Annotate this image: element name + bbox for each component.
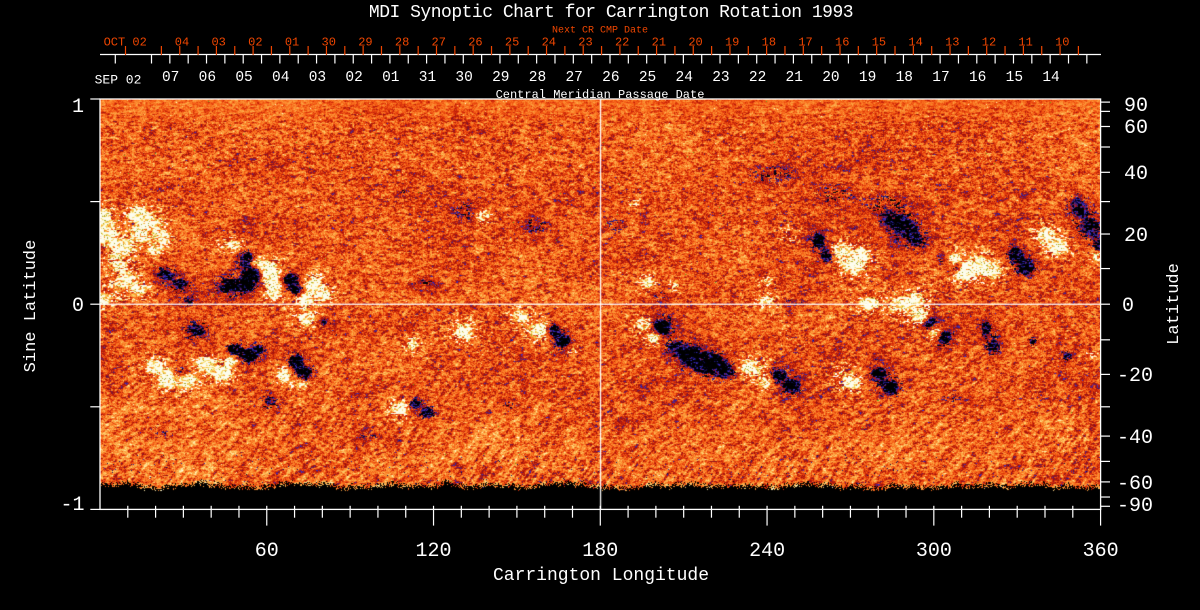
svg-text:25: 25	[639, 70, 656, 86]
svg-text:19: 19	[725, 36, 739, 50]
svg-text:28: 28	[395, 36, 409, 50]
svg-text:31: 31	[419, 70, 436, 86]
svg-text:02: 02	[248, 36, 262, 50]
svg-text:Next CR CMP Date: Next CR CMP Date	[552, 26, 648, 37]
svg-text:16: 16	[969, 70, 986, 86]
svg-text:19: 19	[859, 70, 876, 86]
svg-text:24: 24	[542, 36, 556, 50]
svg-text:Sine Latitude: Sine Latitude	[22, 240, 41, 373]
svg-text:27: 27	[432, 36, 446, 50]
svg-text:14: 14	[1042, 70, 1059, 86]
svg-text:20: 20	[1124, 225, 1148, 248]
svg-text:15: 15	[872, 36, 886, 50]
svg-text:Carrington Longitude: Carrington Longitude	[493, 566, 709, 586]
svg-text:-60: -60	[1117, 473, 1153, 496]
svg-text:26: 26	[468, 36, 482, 50]
svg-text:60: 60	[1124, 117, 1148, 140]
svg-text:20: 20	[822, 70, 839, 86]
svg-text:03: 03	[211, 36, 225, 50]
svg-text:10: 10	[1055, 36, 1069, 50]
svg-text:30: 30	[322, 36, 336, 50]
svg-text:20: 20	[688, 36, 702, 50]
svg-text:16: 16	[835, 36, 849, 50]
svg-text:25: 25	[505, 36, 519, 50]
svg-text:Central Meridian Passage Date: Central Meridian Passage Date	[496, 88, 705, 102]
svg-text:04: 04	[175, 36, 189, 50]
svg-text:29: 29	[492, 70, 509, 86]
svg-text:23: 23	[578, 36, 592, 50]
svg-text:01: 01	[382, 70, 399, 86]
svg-text:0: 0	[72, 295, 84, 318]
svg-text:18: 18	[762, 36, 776, 50]
svg-text:0: 0	[1122, 295, 1134, 318]
svg-text:28: 28	[529, 70, 546, 86]
svg-text:-1: -1	[60, 494, 84, 517]
svg-text:OCT 02: OCT 02	[104, 36, 147, 50]
svg-text:21: 21	[652, 36, 666, 50]
svg-text:-40: -40	[1117, 427, 1153, 450]
svg-text:300: 300	[916, 540, 952, 563]
svg-text:05: 05	[235, 70, 252, 86]
svg-text:18: 18	[896, 70, 913, 86]
svg-text:06: 06	[199, 70, 216, 86]
svg-text:90: 90	[1124, 95, 1148, 118]
svg-text:30: 30	[455, 70, 472, 86]
svg-text:27: 27	[565, 70, 582, 86]
svg-text:Latitude: Latitude	[1165, 263, 1184, 345]
svg-text:120: 120	[416, 540, 452, 563]
svg-text:24: 24	[676, 70, 693, 86]
svg-text:26: 26	[602, 70, 619, 86]
svg-text:MDI Synoptic Chart for Carring: MDI Synoptic Chart for Carrington Rotati…	[369, 3, 853, 23]
svg-text:17: 17	[932, 70, 949, 86]
svg-text:21: 21	[786, 70, 803, 86]
svg-text:17: 17	[798, 36, 812, 50]
svg-text:60: 60	[255, 540, 279, 563]
svg-text:22: 22	[615, 36, 629, 50]
svg-text:22: 22	[749, 70, 766, 86]
svg-text:-90: -90	[1117, 495, 1153, 518]
svg-text:13: 13	[945, 36, 959, 50]
svg-text:180: 180	[582, 540, 618, 563]
svg-text:1: 1	[72, 96, 84, 119]
svg-text:29: 29	[358, 36, 372, 50]
svg-text:12: 12	[982, 36, 996, 50]
svg-text:SEP 02: SEP 02	[95, 73, 142, 88]
svg-text:04: 04	[272, 70, 289, 86]
svg-text:11: 11	[1018, 36, 1032, 50]
svg-text:02: 02	[345, 70, 362, 86]
svg-text:240: 240	[749, 540, 785, 563]
svg-text:14: 14	[908, 36, 922, 50]
svg-text:23: 23	[712, 70, 729, 86]
svg-text:-20: -20	[1117, 365, 1153, 388]
svg-text:15: 15	[1006, 70, 1023, 86]
svg-text:360: 360	[1083, 540, 1119, 563]
svg-text:07: 07	[162, 70, 179, 86]
svg-text:40: 40	[1124, 163, 1148, 186]
svg-text:01: 01	[285, 36, 299, 50]
svg-text:03: 03	[309, 70, 326, 86]
